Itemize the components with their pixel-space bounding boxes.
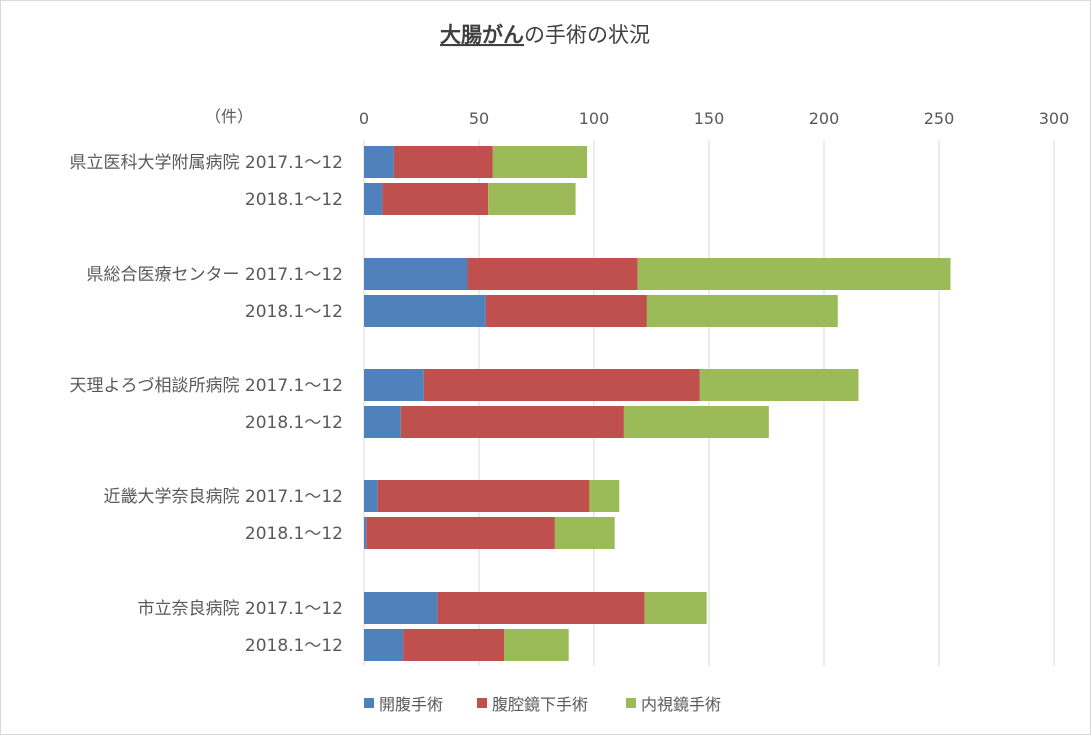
bar-segment-1 (364, 629, 404, 661)
bar-segment-1 (364, 369, 424, 401)
category-label: 2018.1～12 (245, 302, 343, 322)
bar-segment-1 (364, 295, 486, 327)
x-tick-label: 300 (1039, 109, 1070, 128)
bar-segment-1 (364, 146, 394, 178)
bar-segment-2 (485, 295, 647, 327)
category-label: 2018.1～12 (245, 636, 343, 656)
bar-segment-1 (364, 258, 468, 290)
hospital-name: 県立医科大学附属病院 (69, 153, 244, 173)
bar-segment-2 (437, 592, 645, 624)
bar-segment-3 (488, 183, 576, 215)
legend-swatch (364, 698, 374, 708)
bar-segment-3 (589, 480, 620, 512)
legend-label: 内視鏡手術 (641, 695, 721, 714)
bar-segment-3 (646, 295, 838, 327)
hospital-name: 市立奈良病院 (137, 599, 244, 619)
bar-segment-2 (366, 517, 555, 549)
x-tick-label: 50 (469, 109, 489, 128)
category-label: 近畿大学奈良病院 2017.1～12 (103, 487, 343, 507)
bar-segment-2 (403, 629, 505, 661)
bar-segment-1 (364, 183, 383, 215)
bar-segment-2 (377, 480, 590, 512)
legend-swatch (477, 698, 487, 708)
category-label: 県総合医療センター 2017.1～12 (86, 265, 343, 285)
category-label: 2018.1～12 (245, 190, 343, 210)
x-tick-label: 250 (924, 109, 955, 128)
bar-segment-1 (364, 480, 378, 512)
bar-segment-2 (400, 406, 624, 438)
bar-segment-3 (637, 258, 951, 290)
legend-swatch (626, 698, 636, 708)
bar-segment-1 (364, 517, 367, 549)
bar-segment-3 (492, 146, 588, 178)
chart-title-emphasis: 大腸がん (440, 23, 524, 47)
category-label: 2018.1～12 (245, 413, 343, 433)
category-label: 天理よろづ相談所病院 2017.1～12 (69, 376, 343, 396)
period-label: 2018.1～12 (245, 636, 343, 656)
chart-title-rest: の手術の状況 (524, 23, 650, 47)
bar-segment-2 (382, 183, 489, 215)
legend-label: 腹腔鏡下手術 (492, 695, 588, 714)
hospital-name: 近畿大学奈良病院 (103, 487, 244, 507)
bar-segment-1 (364, 592, 438, 624)
period-label: 2017.1～12 (245, 376, 343, 396)
period-label: 2018.1～12 (245, 413, 343, 433)
bar-segment-3 (554, 517, 615, 549)
bar-segment-3 (623, 406, 769, 438)
category-label: 市立奈良病院 2017.1～12 (137, 599, 343, 619)
bar-segment-1 (364, 406, 401, 438)
bar-segment-3 (644, 592, 707, 624)
bar-segment-3 (504, 629, 569, 661)
period-label: 2017.1～12 (245, 265, 343, 285)
legend-label: 開腹手術 (379, 695, 443, 714)
category-label: 県立医科大学附属病院 2017.1～12 (69, 153, 343, 173)
period-label: 2018.1～12 (245, 524, 343, 544)
bar-segment-2 (423, 369, 700, 401)
period-label: 2017.1～12 (245, 599, 343, 619)
x-tick-label: 0 (359, 109, 369, 128)
period-label: 2018.1～12 (245, 190, 343, 210)
x-tick-label: 100 (579, 109, 610, 128)
bar-segment-2 (393, 146, 493, 178)
period-label: 2017.1～12 (245, 153, 343, 173)
period-label: 2017.1～12 (245, 487, 343, 507)
bar-segment-2 (467, 258, 638, 290)
hospital-name: 天理よろづ相談所病院 (69, 376, 244, 396)
unit-label: （件） (205, 107, 253, 126)
x-tick-label: 150 (694, 109, 725, 128)
period-label: 2018.1～12 (245, 302, 343, 322)
chart-title: 大腸がんの手術の状況 (440, 23, 650, 47)
hospital-name: 県総合医療センター (86, 265, 244, 285)
bar-segment-3 (699, 369, 859, 401)
x-tick-label: 200 (809, 109, 840, 128)
category-label: 2018.1～12 (245, 524, 343, 544)
